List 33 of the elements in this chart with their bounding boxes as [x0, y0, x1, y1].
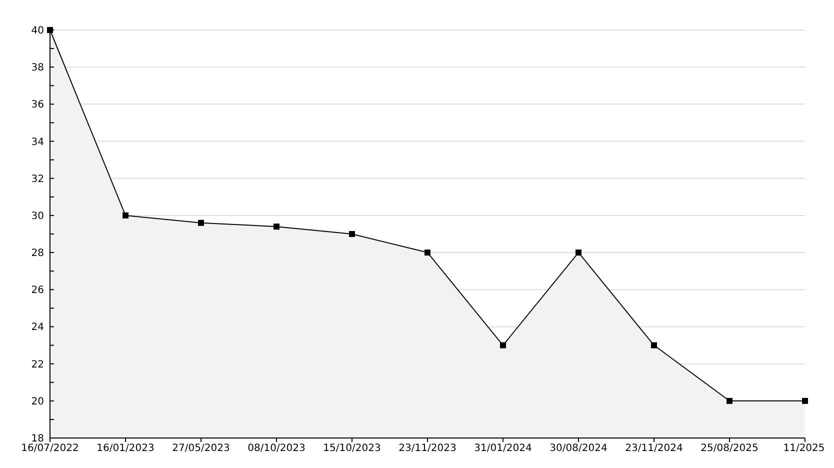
x-tick-label: 15/10/2023	[323, 443, 381, 454]
x-tick-label: 16/07/2022	[21, 443, 79, 454]
y-tick-label: 26	[31, 285, 44, 296]
y-tick-label: 34	[31, 136, 44, 148]
x-tick-label: 23/11/2023	[398, 443, 456, 454]
point	[424, 250, 430, 256]
point	[122, 212, 128, 218]
x-tick-label: 08/10/2023	[248, 443, 306, 454]
point	[198, 220, 204, 226]
x-tick-label: 31/01/2024	[474, 443, 532, 454]
point	[576, 250, 582, 256]
y-tick-label: 28	[31, 248, 44, 260]
y-tick-label: 40	[31, 26, 44, 36]
x-tick-label: 11/2025	[783, 443, 825, 454]
y-tick-label: 36	[31, 100, 44, 111]
x-tick-label: 23/11/2024	[625, 443, 683, 454]
y-tick-label: 38	[31, 62, 44, 74]
x-tick-label: 16/01/2023	[96, 443, 154, 454]
point	[802, 398, 808, 404]
y-tick-label: 18	[31, 434, 44, 444]
x-tick-label: 30/08/2024	[550, 443, 608, 454]
y-tick-label: 20	[31, 396, 44, 408]
y-tick-label: 24	[31, 322, 44, 334]
y-tick-label: 30	[31, 210, 44, 222]
x-tick-label: 25/08/2025	[700, 443, 758, 454]
point	[651, 342, 657, 348]
point	[274, 224, 280, 230]
point	[726, 398, 732, 404]
x-tick-label: 27/05/2023	[172, 443, 230, 454]
point	[349, 231, 355, 237]
point	[500, 342, 506, 348]
y-tick-label: 22	[31, 359, 44, 370]
y-tick-label: 32	[31, 174, 44, 185]
